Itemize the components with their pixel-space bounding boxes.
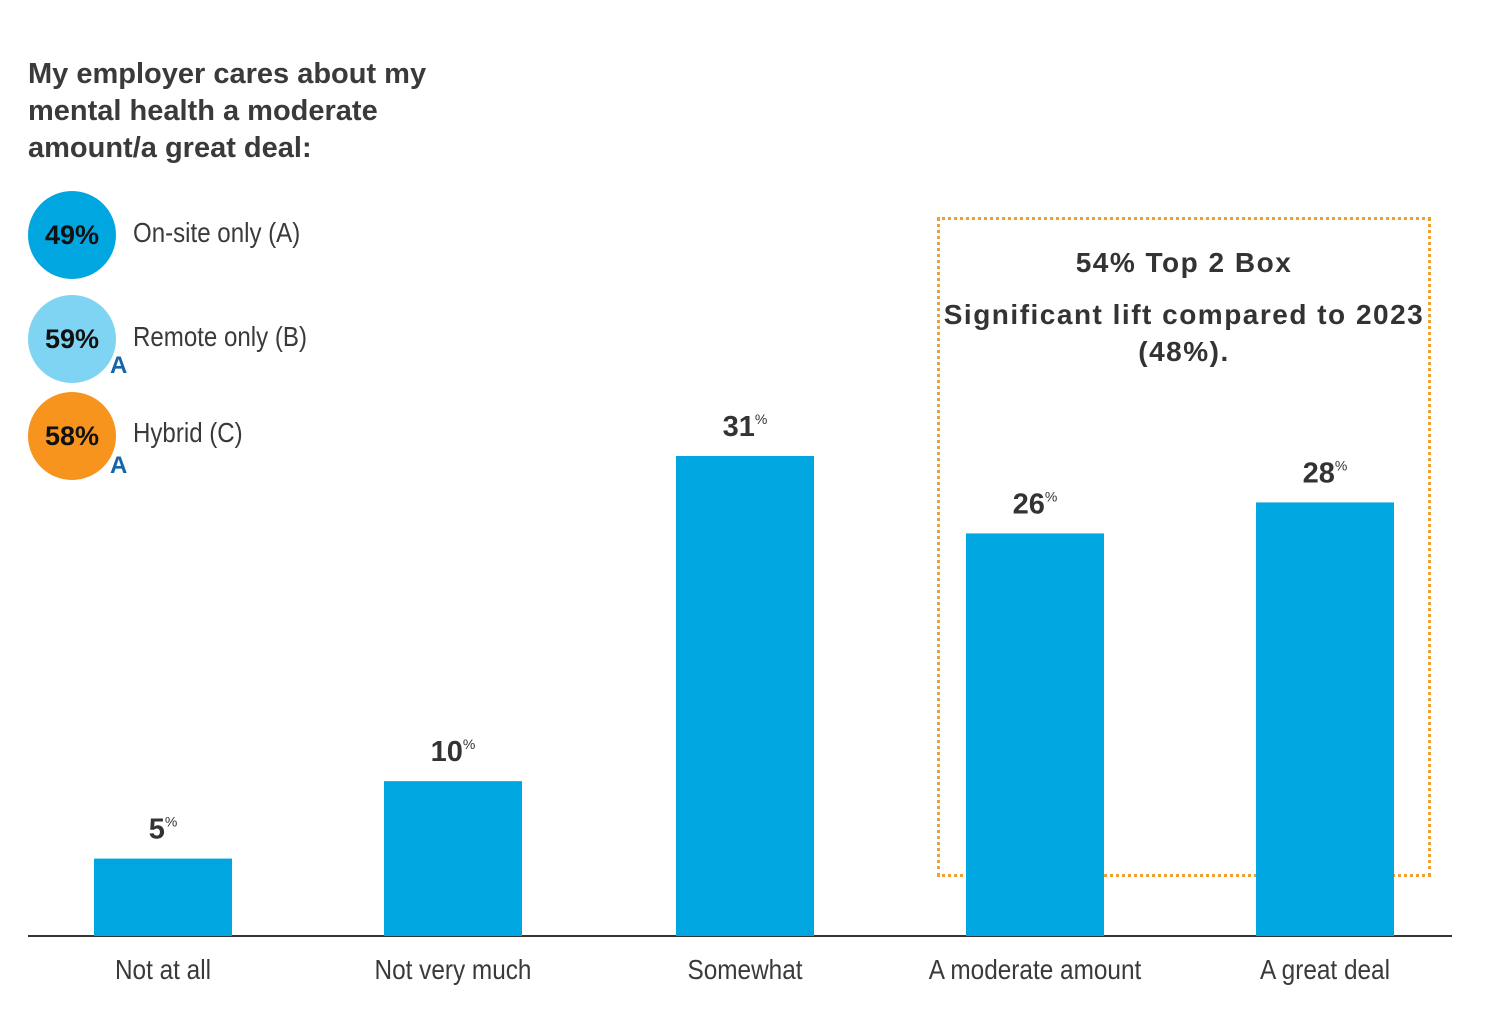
top-2-box-note: Significant lift compared to 2023 (48%).: [943, 299, 1425, 367]
category-label-3: A moderate amount: [929, 953, 1142, 985]
bar-value-label-2: 31%: [723, 411, 768, 443]
bar-value-label-3: 26%: [1013, 488, 1058, 520]
segment-onsite-circle: 49%: [28, 191, 116, 279]
segment-onsite-label: On-site only (A): [133, 217, 301, 248]
bar-value-label-0: 5%: [149, 814, 178, 846]
bar-0: [94, 858, 232, 936]
bar-value-label-1: 10%: [431, 736, 476, 768]
top-2-box-title: 54% Top 2 Box: [1075, 247, 1293, 278]
bar-3: [966, 533, 1104, 936]
segment-hybrid-significance: A: [110, 452, 128, 479]
segment-hybrid-label: Hybrid (C): [133, 417, 243, 448]
bar-1: [384, 781, 522, 936]
segment-remote-significance: A: [110, 352, 128, 379]
chart-title: My employer cares about my mental health…: [28, 58, 427, 164]
bar-value-label-4: 28%: [1303, 457, 1348, 489]
segment-remote-circle: 59%: [28, 295, 116, 383]
category-label-0: Not at all: [115, 953, 211, 985]
category-label-2: Somewhat: [687, 953, 803, 985]
category-label-1: Not very much: [375, 953, 532, 985]
segment-hybrid-circle: 58%: [28, 392, 116, 480]
segment-remote-label: Remote only (B): [133, 321, 307, 352]
bar-2: [676, 456, 814, 936]
bar-4: [1256, 502, 1394, 936]
top-2-box-highlight: [937, 217, 1431, 877]
category-label-4: A great deal: [1260, 953, 1390, 985]
